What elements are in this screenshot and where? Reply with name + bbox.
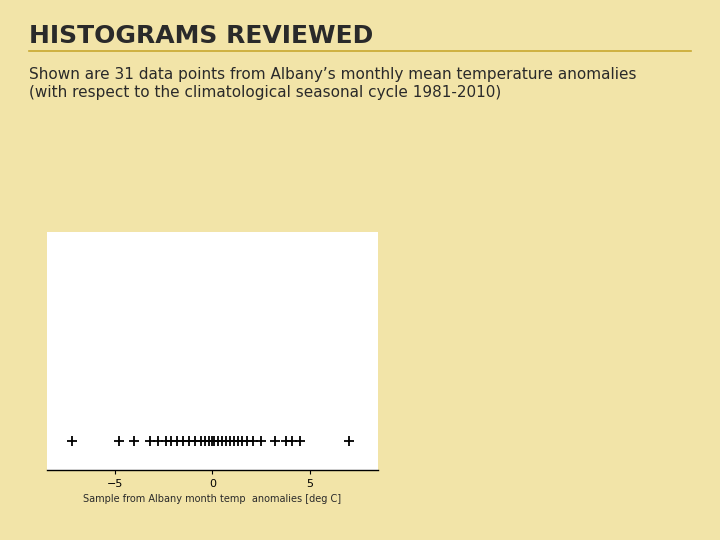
Text: Shown are 31 data points from Albany’s monthly mean temperature anomalies
(with : Shown are 31 data points from Albany’s m…: [29, 68, 636, 100]
X-axis label: Sample from Albany month temp  anomalies [deg C]: Sample from Albany month temp anomalies …: [84, 495, 341, 504]
Text: HISTOGRAMS REVIEWED: HISTOGRAMS REVIEWED: [29, 24, 373, 48]
